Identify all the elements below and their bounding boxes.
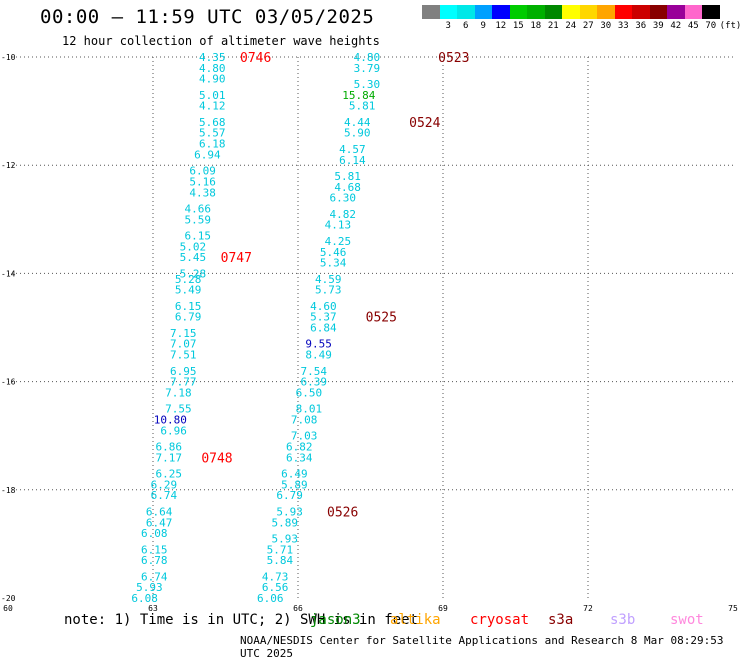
wave-height-value: 6.78: [141, 554, 168, 567]
lon-tick-label: 75: [728, 604, 738, 613]
footer-credit: NOAA/NESDIS Center for Satellite Applica…: [240, 634, 740, 660]
wave-height-value: 8.49: [305, 349, 332, 362]
pass-time-label: 0526: [327, 505, 358, 520]
wave-height-value: 5.73: [315, 284, 342, 297]
wave-height-value: 5.45: [180, 251, 207, 264]
pass-time-label: 0746: [240, 51, 271, 66]
wave-height-value: 6.84: [310, 322, 337, 335]
wave-height-value: 3.79: [354, 62, 381, 75]
wave-height-value: 7.08: [291, 413, 318, 426]
lat-tick-label: -16: [1, 378, 16, 387]
satellite-swot: swot: [670, 612, 704, 628]
pass-time-label: 0524: [409, 116, 440, 131]
pass-time-label: 0747: [221, 251, 252, 266]
wave-height-value: 7.17: [156, 451, 183, 464]
wave-height-value: 6.50: [296, 386, 323, 399]
satellite-s3b: s3b: [610, 612, 635, 628]
lat-tick-label: -12: [1, 161, 16, 170]
lat-tick-label: -18: [1, 486, 16, 495]
wave-height-value: 4.12: [199, 100, 226, 113]
wave-height-value: 6.08: [131, 592, 158, 605]
satellite-altika: altika: [390, 612, 441, 628]
wave-height-value: 5.81: [349, 100, 376, 113]
footer-note: note: 1) Time is in UTC; 2) SWH is in fe…: [64, 612, 418, 628]
wave-height-value: 5.49: [175, 284, 202, 297]
lat-tick-label: -10: [1, 53, 16, 62]
wave-height-value: 6.14: [339, 154, 366, 167]
lat-tick-label: -20: [1, 594, 16, 603]
pass-time-label: 0523: [438, 51, 469, 66]
wave-height-value: 7.51: [170, 349, 197, 362]
pass-time-label: 0525: [366, 311, 397, 326]
wave-height-value: 5.34: [320, 257, 347, 270]
lon-tick-label: 72: [583, 604, 593, 613]
wave-height-value: 6.30: [330, 192, 357, 205]
satellite-jason3: jason3: [310, 612, 361, 628]
wave-height-value: 6.96: [160, 424, 187, 437]
pass-time-label: 0748: [201, 451, 232, 466]
wave-height-value: 6.74: [151, 489, 178, 502]
wave-height-value: 6.34: [286, 451, 313, 464]
wave-height-value: 6.79: [276, 489, 303, 502]
wave-height-value: 5.89: [272, 516, 299, 529]
wave-height-value: 4.13: [325, 219, 352, 232]
wave-height-value: 6.06: [257, 592, 284, 605]
satellite-cryosat: cryosat: [470, 612, 529, 628]
satellite-s3a: s3a: [548, 612, 573, 628]
wave-height-value: 6.94: [194, 148, 221, 161]
wave-height-value: 6.79: [175, 311, 202, 324]
wave-height-value: 5.84: [267, 554, 294, 567]
wave-height-value: 5.90: [344, 127, 371, 140]
lon-tick-label: 60: [3, 604, 13, 613]
wave-height-value: 7.18: [165, 386, 192, 399]
wave-height-value: 6.08: [141, 527, 168, 540]
lat-tick-label: -14: [1, 269, 16, 278]
wave-height-value: 4.90: [199, 73, 226, 86]
wave-height-value: 4.38: [189, 186, 216, 199]
wave-height-value: 5.59: [185, 213, 212, 226]
